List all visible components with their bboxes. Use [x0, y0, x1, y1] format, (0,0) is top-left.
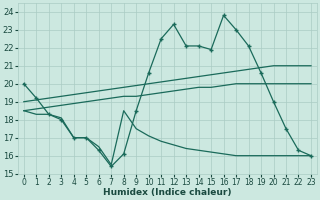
X-axis label: Humidex (Indice chaleur): Humidex (Indice chaleur)	[103, 188, 232, 197]
